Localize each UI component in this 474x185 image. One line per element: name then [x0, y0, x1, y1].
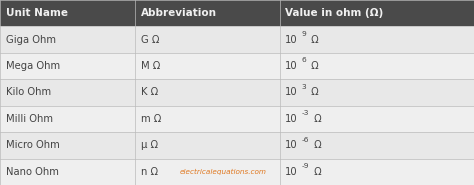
- Bar: [135, 106, 280, 132]
- Bar: [0, 26, 135, 53]
- Text: -9: -9: [301, 163, 309, 169]
- Text: 10: 10: [285, 114, 298, 124]
- Bar: [280, 0, 474, 26]
- Text: μ Ω: μ Ω: [141, 140, 158, 150]
- Text: Micro Ohm: Micro Ohm: [6, 140, 59, 150]
- Text: Unit Name: Unit Name: [6, 8, 68, 18]
- Bar: [135, 0, 280, 26]
- Text: Ω: Ω: [311, 140, 322, 150]
- Bar: [135, 53, 280, 79]
- Text: n Ω: n Ω: [141, 167, 158, 177]
- Bar: [280, 132, 474, 159]
- Text: Ω: Ω: [308, 88, 318, 97]
- Bar: [0, 159, 135, 185]
- Text: Value in ohm (Ω): Value in ohm (Ω): [285, 8, 383, 18]
- Bar: [0, 79, 135, 106]
- Text: 3: 3: [301, 84, 306, 90]
- Text: 10: 10: [285, 35, 298, 45]
- Text: 10: 10: [285, 88, 298, 97]
- Text: 6: 6: [301, 57, 306, 63]
- Text: Abbreviation: Abbreviation: [141, 8, 217, 18]
- Bar: [0, 53, 135, 79]
- Text: M Ω: M Ω: [141, 61, 160, 71]
- Text: 10: 10: [285, 61, 298, 71]
- Bar: [135, 79, 280, 106]
- Text: m Ω: m Ω: [141, 114, 161, 124]
- Text: 10: 10: [285, 140, 298, 150]
- Text: 9: 9: [301, 31, 306, 37]
- Text: Mega Ohm: Mega Ohm: [6, 61, 60, 71]
- Bar: [0, 0, 135, 26]
- Text: 10: 10: [285, 167, 298, 177]
- Text: electricalequations.com: electricalequations.com: [180, 169, 267, 175]
- Text: -6: -6: [301, 137, 309, 143]
- Bar: [280, 26, 474, 53]
- Text: Ω: Ω: [311, 167, 322, 177]
- Bar: [280, 53, 474, 79]
- Bar: [135, 159, 280, 185]
- Bar: [280, 106, 474, 132]
- Text: G Ω: G Ω: [141, 35, 159, 45]
- Bar: [135, 26, 280, 53]
- Text: K Ω: K Ω: [141, 88, 158, 97]
- Text: Kilo Ohm: Kilo Ohm: [6, 88, 51, 97]
- Text: Milli Ohm: Milli Ohm: [6, 114, 53, 124]
- Bar: [280, 79, 474, 106]
- Text: Ω: Ω: [308, 35, 319, 45]
- Text: Ω: Ω: [311, 114, 322, 124]
- Bar: [135, 132, 280, 159]
- Text: Nano Ohm: Nano Ohm: [6, 167, 59, 177]
- Text: Giga Ohm: Giga Ohm: [6, 35, 55, 45]
- Text: Ω: Ω: [308, 61, 319, 71]
- Text: -3: -3: [301, 110, 309, 116]
- Bar: [280, 159, 474, 185]
- Bar: [0, 106, 135, 132]
- Bar: [0, 132, 135, 159]
